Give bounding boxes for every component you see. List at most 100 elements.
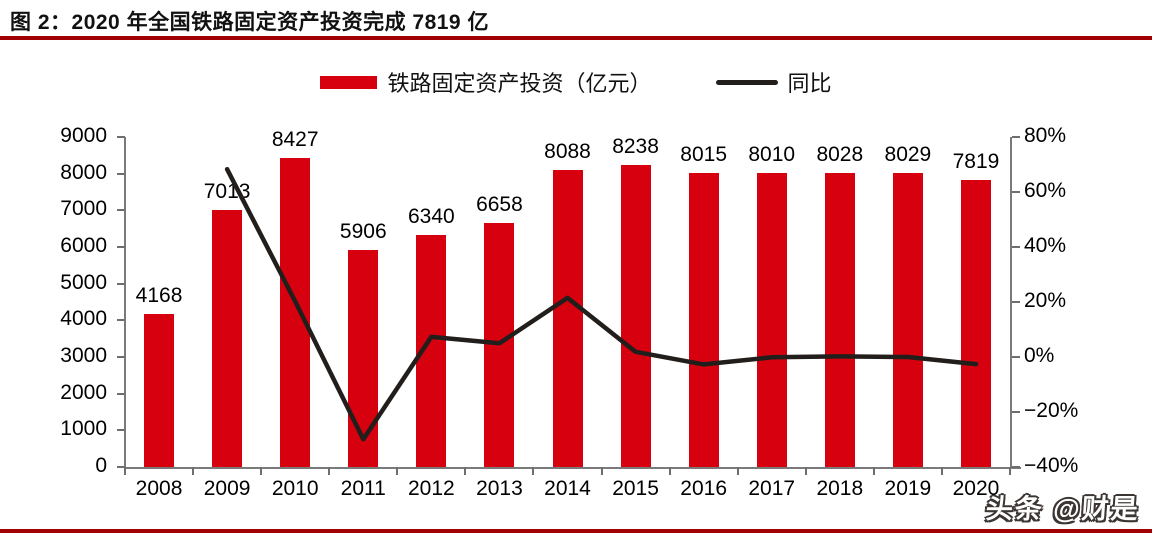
bar-2014	[552, 170, 583, 467]
y-axis-label: 2000	[60, 380, 107, 404]
x-axis-label: 2010	[271, 477, 319, 500]
x-axis-label: 2018	[816, 477, 864, 500]
x-axis-tick	[260, 467, 263, 475]
y-axis-tick	[117, 172, 125, 175]
right-axis-tick	[1012, 466, 1020, 468]
bar-2016	[688, 173, 719, 467]
y-axis-tick	[117, 319, 125, 322]
x-axis	[124, 467, 1021, 469]
right-axis-label: 60%	[1024, 179, 1067, 202]
bar-2020	[960, 180, 991, 467]
legend-item-investment: 铁路固定资产投资（亿元）	[320, 66, 652, 98]
bar-2017	[756, 173, 787, 467]
bar-value-label: 8010	[748, 143, 796, 167]
legend: 铁路固定资产投资（亿元） 同比	[0, 66, 1152, 98]
x-axis-tick	[192, 467, 195, 475]
right-axis-label: 80%	[1024, 124, 1067, 147]
bar-2008	[144, 314, 175, 467]
yoy-line-layer	[224, 166, 979, 442]
bar-value-label: 8427	[271, 128, 319, 151]
x-axis-label: 2013	[476, 477, 523, 500]
y-axis-label: 6000	[60, 234, 107, 257]
x-axis-label: 2014	[544, 477, 591, 500]
x-axis-label: 2015	[612, 477, 659, 500]
bar-value-label: 7819	[952, 150, 1000, 174]
y-axis-right	[1010, 137, 1012, 467]
y-axis-label: 4000	[60, 307, 107, 331]
x-axis-label: 2011	[340, 477, 386, 500]
y-axis-tick	[117, 136, 125, 138]
bar-value-label: 8238	[612, 134, 659, 158]
x-axis-tick	[328, 467, 331, 475]
bar-value-label: 4168	[135, 284, 183, 308]
y-axis-tick	[117, 282, 125, 285]
y-axis-label: 1000	[60, 417, 107, 441]
y-axis-tick	[117, 429, 125, 432]
x-axis-label: 2020	[952, 477, 1000, 500]
bar-value-label: 8088	[544, 140, 591, 164]
x-axis-label: 2012	[407, 477, 455, 500]
x-axis-tick	[396, 467, 399, 475]
bar-value-label: 8029	[884, 142, 932, 166]
bar-2015	[620, 164, 651, 467]
right-axis-label: 0%	[1024, 344, 1055, 367]
right-axis-tick	[1012, 356, 1020, 358]
x-axis-tick	[600, 467, 603, 475]
bar-2018	[824, 172, 855, 467]
x-axis-label: 2017	[748, 477, 796, 500]
y-axis-tick	[117, 392, 125, 395]
title-underline	[0, 36, 1152, 40]
bar-swatch-icon	[320, 75, 378, 89]
x-axis-label: 2016	[680, 477, 727, 500]
right-axis-tick	[1012, 246, 1020, 248]
bar-2011	[348, 250, 379, 467]
y-axis-tick	[117, 466, 125, 468]
right-axis-label: 20%	[1024, 289, 1067, 312]
bar-2019	[892, 172, 923, 467]
bar-2010	[280, 158, 311, 467]
x-axis-label: 2009	[203, 477, 251, 500]
y-axis-label: 3000	[60, 344, 107, 367]
yoy-line	[224, 166, 979, 442]
bar-value-label: 6340	[407, 204, 455, 228]
right-axis-label: −40%	[1024, 454, 1079, 477]
right-axis-tick	[1012, 301, 1020, 303]
y-axis-label: 9000	[60, 124, 107, 147]
x-axis-tick	[668, 467, 671, 475]
x-axis-label: 2019	[884, 477, 932, 500]
x-axis-tick	[1009, 467, 1011, 475]
x-axis-tick	[124, 467, 126, 475]
right-axis-tick	[1012, 136, 1020, 138]
x-axis-tick	[736, 467, 739, 475]
bar-value-label: 8015	[680, 143, 727, 167]
y-axis-label: 5000	[60, 270, 107, 294]
bar-value-label: 6658	[476, 192, 523, 216]
legend-label-investment: 铁路固定资产投资（亿元）	[387, 71, 652, 96]
y-axis-label: 0	[95, 454, 107, 477]
bar-2009	[212, 209, 243, 467]
y-axis-label: 8000	[60, 160, 107, 184]
x-axis-label: 2008	[135, 477, 183, 500]
right-axis-label: 40%	[1024, 234, 1067, 257]
y-axis-label: 7000	[60, 197, 107, 221]
x-axis-tick	[464, 467, 467, 475]
x-axis-tick	[872, 467, 875, 475]
y-axis-tick	[117, 209, 125, 212]
x-axis-tick	[804, 467, 807, 475]
bar-value-label: 7013	[203, 179, 251, 203]
y-axis-tick	[117, 246, 125, 248]
bar-value-label: 8028	[816, 142, 864, 166]
x-axis-tick	[940, 467, 943, 475]
legend-label-yoy: 同比	[787, 71, 832, 96]
right-axis-label: −20%	[1024, 399, 1079, 422]
bar-value-label: 5906	[339, 220, 387, 244]
y-axis-left	[124, 137, 126, 467]
legend-item-yoy: 同比	[715, 66, 832, 98]
right-axis-tick	[1012, 411, 1020, 413]
right-axis-tick	[1012, 191, 1020, 193]
line-swatch-icon	[715, 79, 778, 85]
x-axis-tick	[532, 467, 535, 475]
bottom-rule	[0, 529, 1152, 533]
figure-title: 图 2：2020 年全国铁路固定资产投资完成 7819 亿	[10, 11, 489, 34]
